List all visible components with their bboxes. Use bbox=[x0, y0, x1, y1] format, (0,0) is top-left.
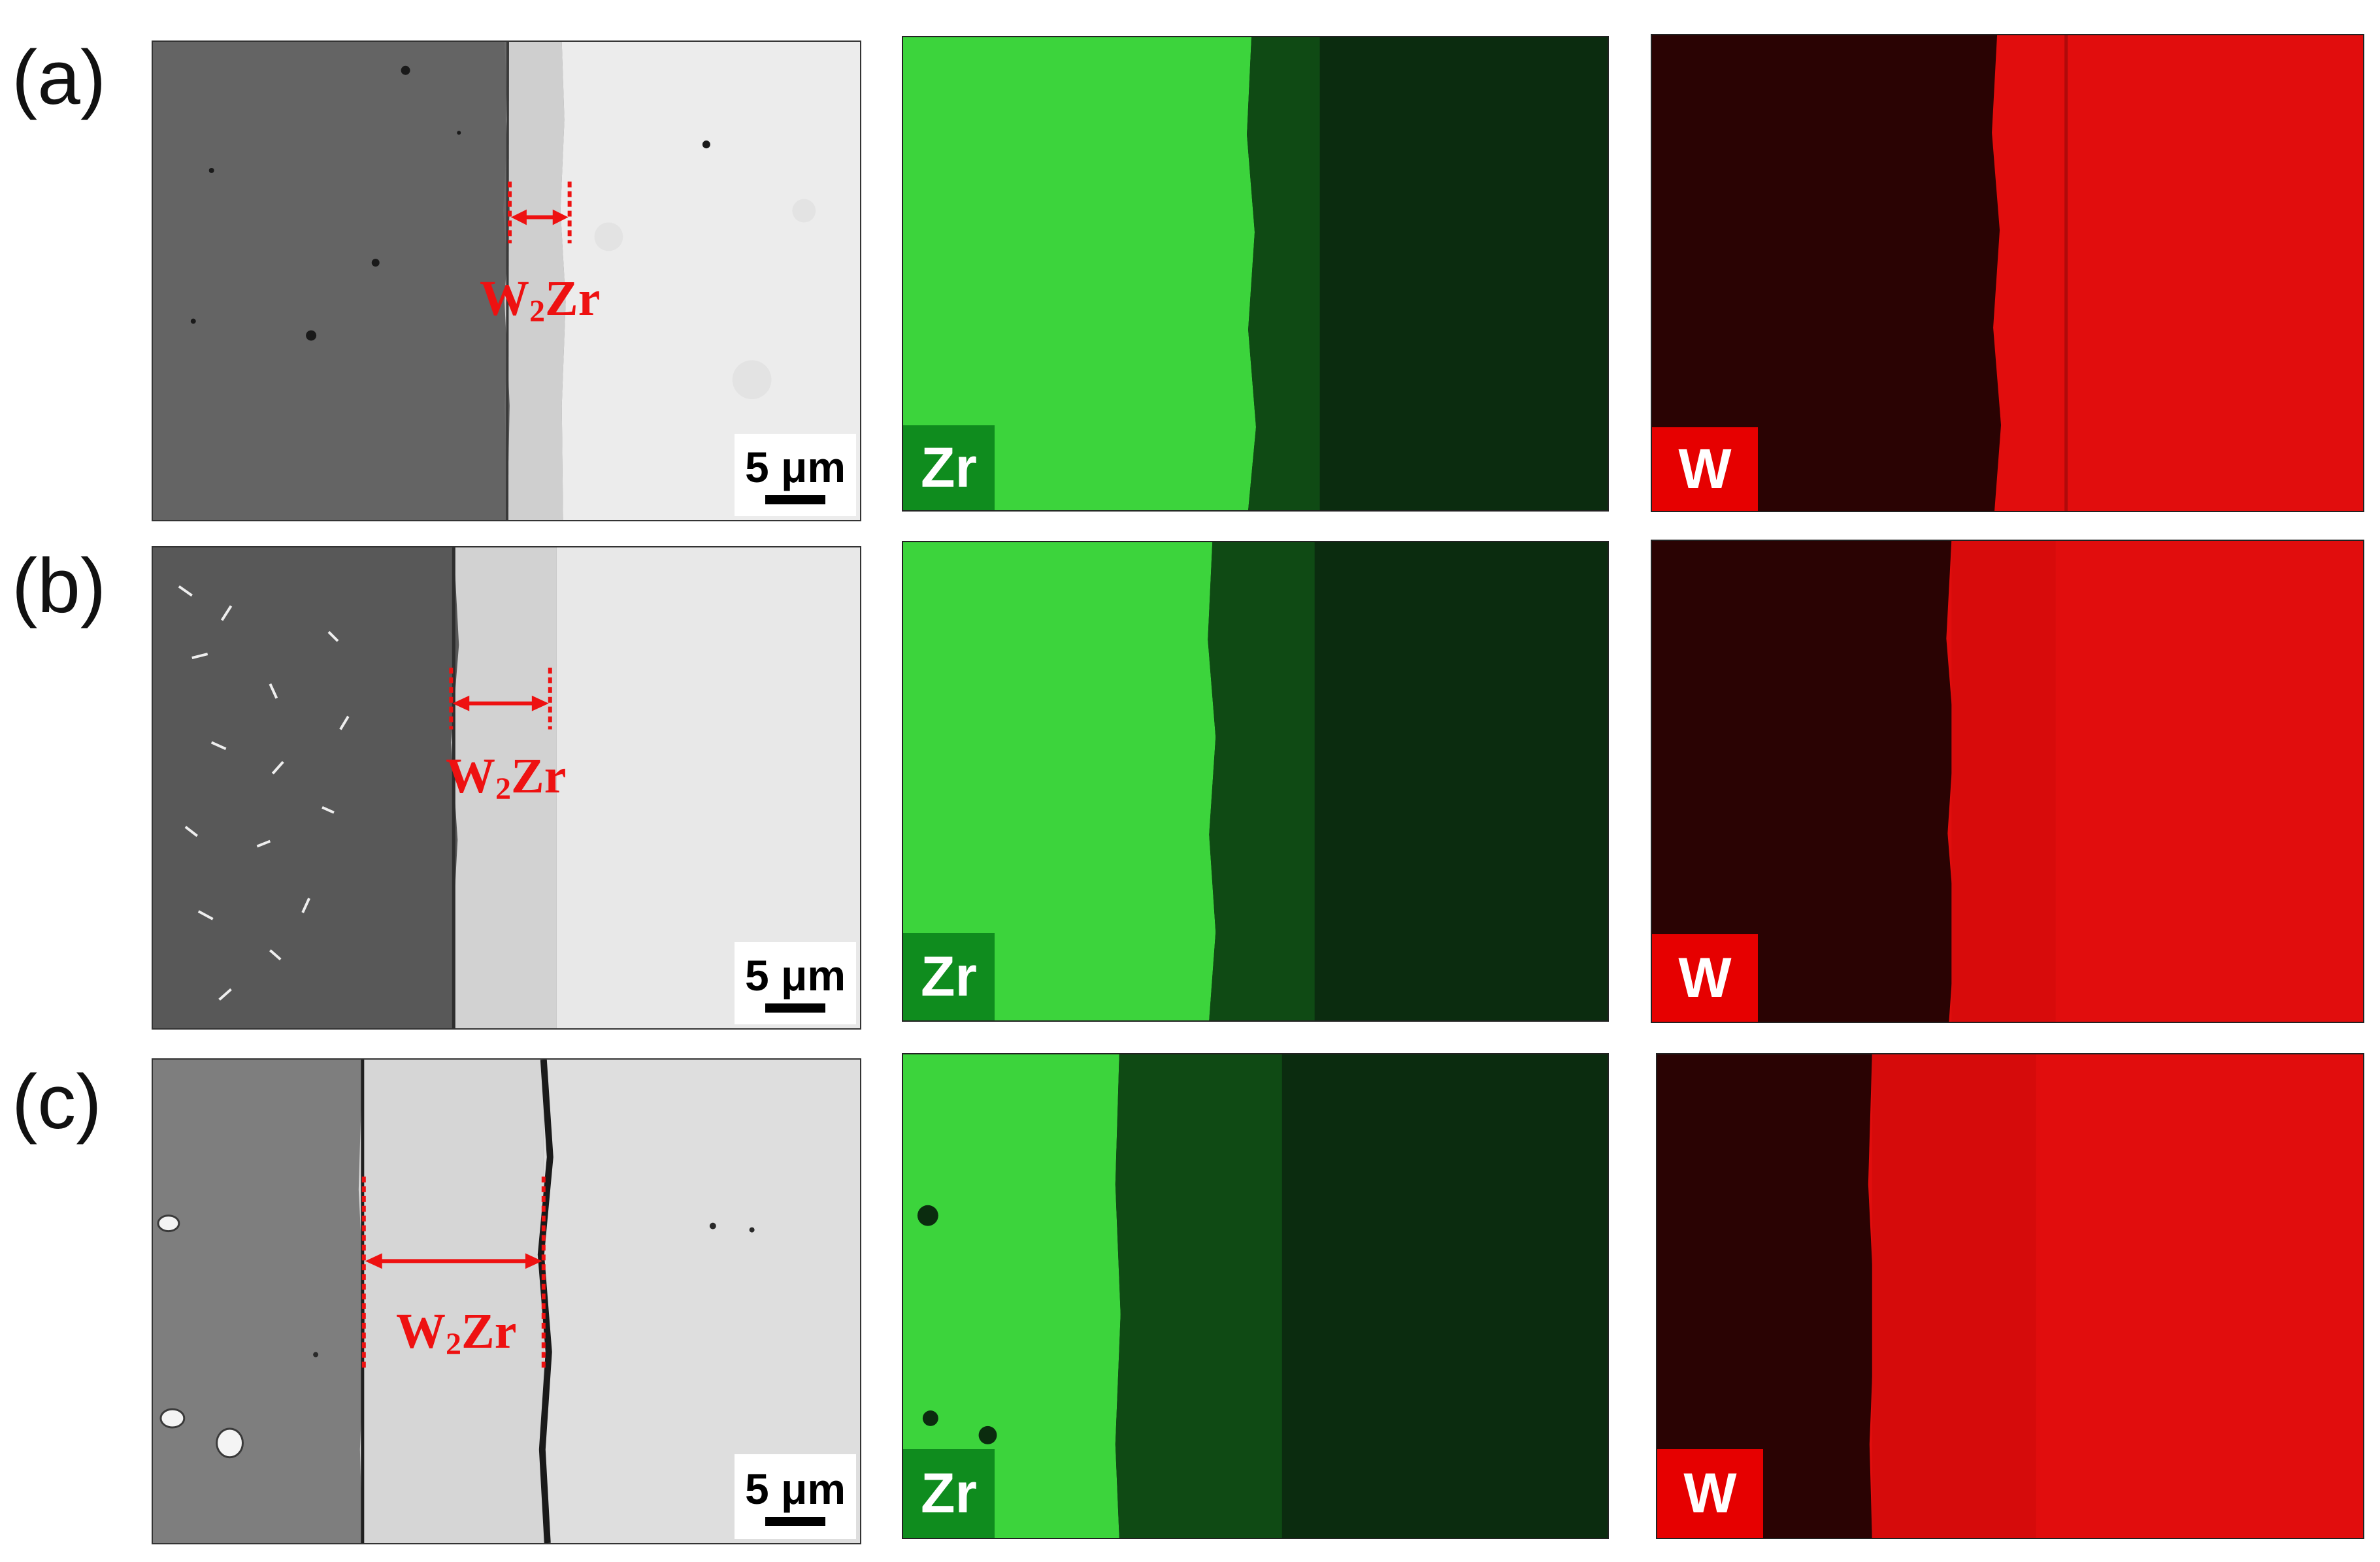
w2zr-thickness-marker-c bbox=[361, 1177, 546, 1372]
w-label-box-c: W bbox=[1657, 1449, 1763, 1538]
zr-map-b: Zr bbox=[902, 541, 1609, 1022]
phase-label-w2zr-c: W2Zr bbox=[396, 1304, 517, 1361]
row-label-c: (c) bbox=[12, 1059, 102, 1145]
phase-label-w2zr-a: W2Zr bbox=[480, 271, 601, 329]
w-map-image-c bbox=[1657, 1054, 2363, 1538]
scale-bar-label: 5 μm bbox=[744, 951, 846, 1000]
sem-micrograph-a: W2Zr 5 μm bbox=[152, 41, 861, 521]
row-label-b: (b) bbox=[12, 543, 107, 629]
zr-label-box-c: Zr bbox=[903, 1449, 995, 1538]
w-map-b: W bbox=[1651, 540, 2364, 1023]
zr-map-image-b bbox=[903, 542, 1608, 1020]
w-map-a: W bbox=[1651, 34, 2364, 512]
scale-bar-b: 5 μm bbox=[735, 942, 856, 1024]
scale-bar-line bbox=[765, 1517, 825, 1526]
w2zr-thickness-marker-b bbox=[449, 668, 552, 730]
phase-label-w2zr-b: W2Zr bbox=[446, 749, 567, 806]
scale-bar-a: 5 μm bbox=[735, 434, 856, 516]
zr-map-image-a bbox=[903, 37, 1608, 510]
sem-micrograph-b: W2Zr 5 μm bbox=[152, 546, 861, 1030]
w-map-image-a bbox=[1652, 35, 2363, 511]
w-map-c: W bbox=[1656, 1053, 2364, 1539]
w-map-image-b bbox=[1652, 541, 2363, 1022]
zr-map-image-c bbox=[903, 1054, 1608, 1538]
sem-micrograph-c: W2Zr 5 μm bbox=[152, 1058, 861, 1544]
zr-label-box-b: Zr bbox=[903, 933, 995, 1020]
scale-bar-line bbox=[765, 1003, 825, 1013]
row-label-a: (a) bbox=[12, 35, 107, 121]
w-label-box-b: W bbox=[1652, 934, 1758, 1022]
scale-bar-label: 5 μm bbox=[744, 1465, 846, 1513]
w-label-box-a: W bbox=[1652, 427, 1758, 511]
zr-map-a: Zr bbox=[902, 36, 1609, 512]
scale-bar-label: 5 μm bbox=[744, 443, 846, 491]
zr-label-box-a: Zr bbox=[903, 425, 995, 510]
zr-map-c: Zr bbox=[902, 1053, 1609, 1539]
scale-bar-c: 5 μm bbox=[735, 1454, 856, 1539]
scale-bar-line bbox=[765, 495, 825, 504]
sem-image-a bbox=[153, 42, 860, 520]
w2zr-thickness-marker-a bbox=[507, 181, 572, 244]
